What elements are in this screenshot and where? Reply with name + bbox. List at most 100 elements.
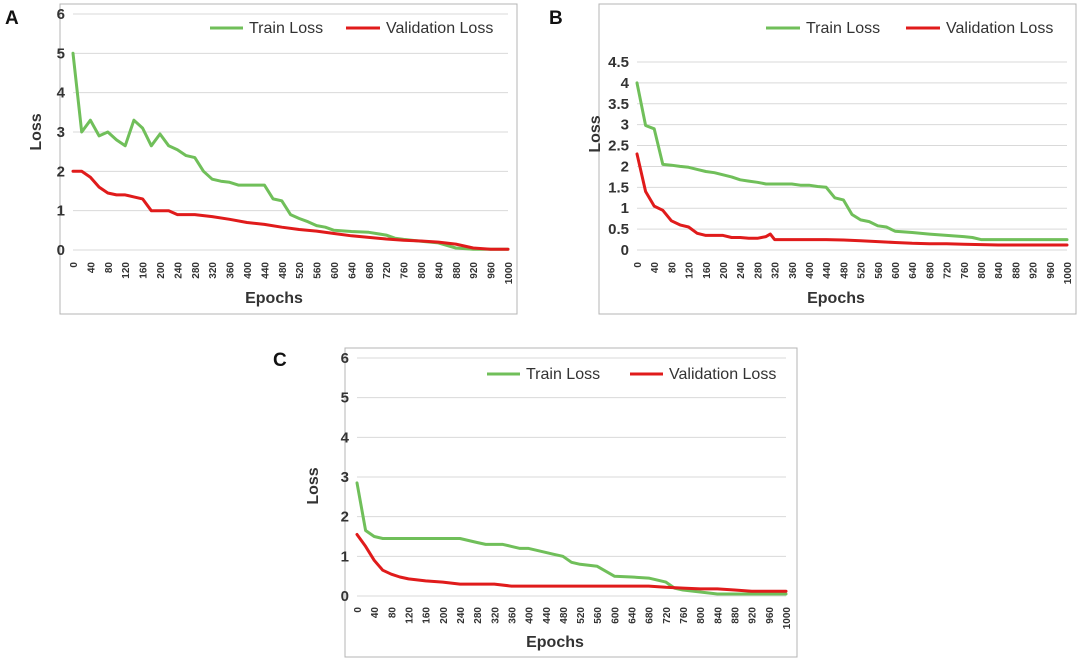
series-line-validation-loss bbox=[635, 152, 1069, 247]
panel-label: C bbox=[273, 350, 287, 371]
x-tick-label: 920 bbox=[469, 262, 480, 279]
legend-label-train: Train Loss bbox=[526, 366, 600, 383]
x-tick-label: 440 bbox=[260, 262, 271, 279]
x-tick-label: 840 bbox=[994, 262, 1005, 279]
y-axis-title: Loss bbox=[28, 113, 45, 150]
x-tick-label: 40 bbox=[370, 607, 381, 619]
x-tick-label: 480 bbox=[278, 262, 289, 279]
panel-frame bbox=[59, 3, 518, 315]
x-tick-label: 800 bbox=[417, 262, 428, 279]
chart-panel-b: B 0 0.5 1 1.5 2 2.5 3 3.5 4 4.5 0 40 80 120 160 200 240 28… bbox=[549, 3, 1077, 315]
y-tick-label: 1 bbox=[621, 200, 629, 217]
x-tick-label: 680 bbox=[925, 262, 936, 279]
x-tick-label: 0 bbox=[69, 262, 80, 268]
x-tick-label: 760 bbox=[400, 262, 411, 279]
x-tick-label: 1000 bbox=[504, 262, 515, 285]
x-tick-label: 0 bbox=[633, 262, 644, 268]
x-tick-label: 520 bbox=[576, 607, 587, 624]
x-tick-label: 840 bbox=[713, 607, 724, 624]
y-tick-label: 5 bbox=[57, 45, 65, 62]
x-tick-label: 400 bbox=[805, 262, 816, 279]
x-tick-label: 80 bbox=[104, 262, 115, 274]
x-tick-label: 120 bbox=[121, 262, 132, 279]
x-tick-label: 480 bbox=[559, 607, 570, 624]
x-tick-label: 320 bbox=[208, 262, 219, 279]
x-tick-label: 80 bbox=[387, 607, 398, 619]
x-tick-label: 120 bbox=[685, 262, 696, 279]
x-tick-label: 960 bbox=[765, 607, 776, 624]
x-tick-label: 280 bbox=[753, 262, 764, 279]
legend-label-validation: Validation Loss bbox=[946, 20, 1053, 37]
x-tick-label: 920 bbox=[748, 607, 759, 624]
y-tick-label: 1.5 bbox=[608, 179, 629, 196]
x-tick-label: 160 bbox=[422, 607, 433, 624]
legend-label-validation: Validation Loss bbox=[669, 366, 776, 383]
x-tick-label: 1000 bbox=[782, 607, 793, 630]
x-tick-label: 760 bbox=[679, 607, 690, 624]
y-tick-label: 4 bbox=[57, 85, 66, 102]
x-tick-label: 200 bbox=[439, 607, 450, 624]
legend: Train Loss Validation Loss bbox=[487, 366, 776, 383]
x-tick-label: 640 bbox=[347, 262, 358, 279]
panel-label: A bbox=[5, 8, 19, 29]
y-tick-label: 4 bbox=[621, 75, 630, 92]
y-tick-label: 2 bbox=[341, 509, 349, 526]
y-tick-label: 1 bbox=[57, 203, 65, 220]
y-tick-label: 1 bbox=[341, 548, 349, 565]
series-line-train-loss bbox=[355, 481, 788, 596]
y-tick-label: 5 bbox=[341, 390, 349, 407]
x-tick-label: 480 bbox=[839, 262, 850, 279]
x-tick-label: 280 bbox=[191, 262, 202, 279]
y-tick-label: 3 bbox=[621, 117, 629, 134]
x-tick-label: 960 bbox=[1046, 262, 1057, 279]
x-tick-label: 600 bbox=[891, 262, 902, 279]
x-tick-label: 40 bbox=[650, 262, 661, 274]
x-tick-label: 360 bbox=[788, 262, 799, 279]
x-tick-label: 520 bbox=[857, 262, 868, 279]
x-tick-label: 160 bbox=[139, 262, 150, 279]
y-tick-label: 6 bbox=[341, 350, 349, 367]
legend-label-validation: Validation Loss bbox=[386, 20, 493, 37]
x-tick-label: 960 bbox=[487, 262, 498, 279]
x-axis-title: Epochs bbox=[526, 634, 584, 651]
y-tick-label: 6 bbox=[57, 6, 65, 23]
y-tick-label: 2 bbox=[57, 163, 65, 180]
legend: Train Loss Validation Loss bbox=[210, 20, 493, 37]
y-tick-label: 0 bbox=[341, 588, 349, 605]
legend: Train Loss Validation Loss bbox=[766, 20, 1053, 37]
x-tick-label: 720 bbox=[662, 607, 673, 624]
x-tick-label: 640 bbox=[908, 262, 919, 279]
x-tick-label: 600 bbox=[330, 262, 341, 279]
x-tick-label: 560 bbox=[313, 262, 324, 279]
panel-frame bbox=[598, 3, 1077, 315]
panel-frame bbox=[344, 347, 798, 658]
x-tick-label: 880 bbox=[731, 607, 742, 624]
x-tick-label: 320 bbox=[771, 262, 782, 279]
x-tick-label: 360 bbox=[226, 262, 237, 279]
x-tick-label: 160 bbox=[702, 262, 713, 279]
legend-label-train: Train Loss bbox=[249, 20, 323, 37]
y-tick-label: 3.5 bbox=[608, 96, 629, 113]
x-tick-label: 440 bbox=[822, 262, 833, 279]
x-tick-label: 120 bbox=[404, 607, 415, 624]
series-line-validation-loss bbox=[355, 533, 788, 593]
series-line-train-loss bbox=[635, 81, 1069, 242]
x-tick-label: 1000 bbox=[1063, 262, 1074, 285]
y-tick-label: 3 bbox=[341, 469, 349, 486]
x-tick-label: 440 bbox=[542, 607, 553, 624]
x-tick-label: 680 bbox=[645, 607, 656, 624]
x-tick-label: 560 bbox=[874, 262, 885, 279]
legend-label-train: Train Loss bbox=[806, 20, 880, 37]
x-tick-label: 240 bbox=[456, 607, 467, 624]
x-tick-label: 760 bbox=[960, 262, 971, 279]
y-tick-label: 4.5 bbox=[608, 54, 629, 71]
x-tick-label: 720 bbox=[382, 262, 393, 279]
x-tick-label: 240 bbox=[736, 262, 747, 279]
x-axis-title: Epochs bbox=[245, 290, 303, 307]
x-tick-label: 200 bbox=[719, 262, 730, 279]
x-tick-label: 600 bbox=[610, 607, 621, 624]
x-tick-label: 920 bbox=[1029, 262, 1040, 279]
y-tick-label: 0 bbox=[621, 242, 629, 259]
